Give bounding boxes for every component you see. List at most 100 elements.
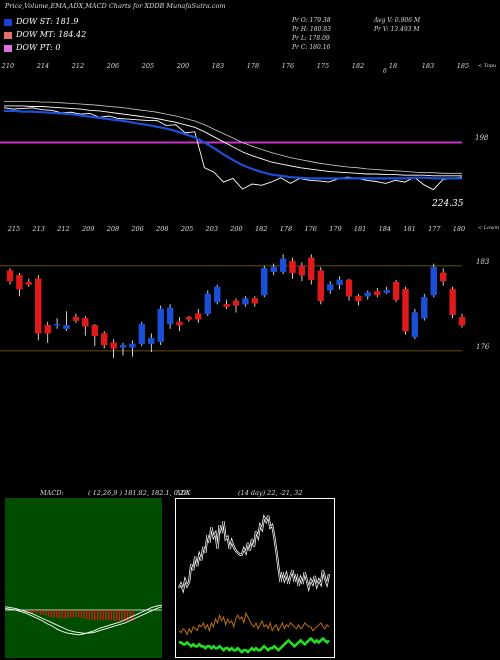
adx-di-plus-line: [179, 636, 330, 654]
price-top-tick-label: 206: [130, 225, 143, 233]
candle-up: [53, 323, 61, 326]
price-top-tick-label: 180: [453, 225, 465, 233]
price-top-tick-label: 213: [31, 225, 44, 233]
candle-up: [336, 279, 343, 285]
candle-down: [449, 288, 456, 315]
legend-label-mt: DOW MT: 184.42: [16, 30, 87, 39]
candle-down: [44, 325, 51, 334]
candle-up: [63, 325, 70, 330]
adx-di-minus-line: [178, 611, 330, 636]
macd-background: [5, 498, 162, 658]
candle-down: [289, 261, 296, 274]
legend-label-st: DOW ST: 181.9: [16, 17, 79, 26]
adx-line-core: [178, 515, 330, 591]
candle-down: [251, 298, 259, 304]
ema-mid-line: [4, 105, 462, 177]
ema-top-tick-label: 176: [282, 62, 294, 70]
price-ylabel-bottom: 176: [476, 343, 490, 351]
price-top-tick-label: 182: [255, 225, 267, 233]
candle-down: [345, 279, 353, 297]
ema-top-tick-label: 212: [71, 62, 84, 70]
legend-swatch-mt: [4, 32, 12, 39]
candle-down: [6, 270, 14, 282]
candle-up: [261, 268, 268, 296]
adx-frame: [175, 498, 335, 658]
legend-dow-pt: DOW PT: 0: [4, 43, 124, 55]
ema-top-tick-label: 175: [317, 62, 329, 70]
candle-down: [100, 333, 108, 346]
candle-up: [166, 307, 174, 325]
candle-up: [364, 292, 371, 297]
price-top-tick-label: 176: [304, 225, 316, 233]
candle-down: [110, 342, 117, 349]
price-top-tick-label: 184: [379, 225, 391, 233]
candle-down: [82, 318, 89, 327]
ema-right-label: < Topu: [478, 63, 496, 69]
price-top-tick-label: 181: [403, 225, 415, 233]
candle-down: [392, 281, 400, 300]
candle-down: [317, 270, 324, 302]
ema-top-tick-label: 183: [212, 62, 224, 70]
candle-down: [308, 257, 315, 281]
adx-chart: [175, 498, 335, 658]
candle-down: [374, 291, 381, 296]
candle-down: [91, 325, 99, 337]
ema-chart: 210 214 212 206 205 200 183 178 176 175 182 18 183 18…: [0, 62, 496, 209]
macd-title: MACD:: [40, 489, 64, 497]
price-top-tick-label: 178: [280, 225, 292, 233]
candle-up: [204, 293, 212, 314]
candle-down: [355, 295, 362, 302]
stat-high: Pr H: 180.83: [292, 26, 331, 33]
price-top-tick-label: 177: [428, 225, 441, 233]
price-top-tick-label: 215: [7, 225, 20, 233]
stat-close: Pr C: 180.16: [292, 44, 331, 51]
candle-up: [129, 343, 136, 348]
price-top-tick-label: 181: [354, 225, 366, 233]
macd-values: ( 12,26,9 ) 181.82, 182.1, 0.28: [88, 489, 189, 497]
candle-down: [35, 278, 42, 334]
chart-title: Price,Volume,EMA,ADX,MACD Charts for XDD…: [5, 2, 226, 10]
macd-line: [5, 604, 162, 636]
stat-avg-volume: Avg V: 0.906 M: [374, 17, 421, 24]
legend-dow-st: DOW ST: 181.9: [4, 17, 124, 29]
price-top-tick-label: 205: [180, 225, 193, 233]
ema-top-tick-label: 185: [457, 62, 469, 70]
candle-down: [223, 304, 230, 307]
price-top-tick-label: 208: [106, 225, 119, 233]
candle-down: [298, 265, 306, 276]
candle-up: [421, 297, 428, 319]
candle-down: [72, 316, 80, 321]
candle-up: [383, 290, 390, 293]
price-ylabel-top: 183: [476, 258, 490, 266]
legend-swatch-pt: [4, 45, 12, 52]
price-top-tick-label: 179: [329, 225, 341, 233]
macd-chart: [5, 498, 162, 658]
candle-up: [213, 286, 221, 303]
price-top-tick-label: 212: [56, 225, 69, 233]
ema-top-tick-label: 205: [141, 62, 154, 70]
ema-ylabel-mid: 198: [475, 134, 489, 142]
price-chart: 215 213 212 209 208 206 208 205 203 200 182 178 176 1…: [0, 225, 499, 358]
stat-low: Pr L: 178.09: [292, 35, 330, 42]
ema-top-tick-label: 214: [36, 62, 49, 70]
ema-top-tick-label: 183: [422, 62, 434, 70]
candle-up: [411, 312, 419, 338]
candle-up: [270, 266, 277, 272]
ema-ylabel-bottom: 224.35: [431, 199, 464, 209]
legend-swatch-st: [4, 19, 12, 26]
stat-open: Pr O: 179.38: [292, 17, 331, 24]
ema-top-tick-label: 200: [176, 62, 189, 70]
candle-down: [185, 316, 193, 320]
price-top-tick-label: 203: [205, 225, 218, 233]
ema-top-tick-label: 178: [247, 62, 259, 70]
candle-up: [138, 323, 146, 345]
candle-up: [157, 308, 164, 342]
candle-down: [25, 281, 32, 285]
candle-up: [119, 344, 127, 348]
ema-short-line: [4, 109, 462, 180]
price-line: [3, 107, 463, 191]
ema-top-tick-label: 210: [1, 62, 14, 70]
candle-up: [279, 258, 287, 272]
legend-label-pt: DOW PT: 0: [16, 43, 61, 52]
candle-up: [327, 284, 334, 291]
